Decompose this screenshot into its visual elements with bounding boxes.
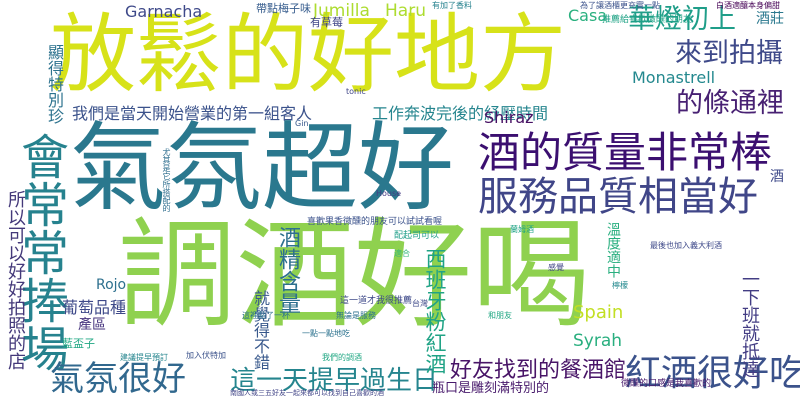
cloud-word: Gin [295,119,309,128]
cloud-word: 一點一點地吃 [302,329,350,338]
cloud-word: 好友找到的餐酒館 [450,358,627,383]
cloud-word: 酒莊 [756,11,784,27]
cloud-word: 酒 [770,169,784,185]
cloud-word: 這裡點了一杯 [242,311,290,320]
cloud-word: Spain [573,302,624,323]
cloud-word: 一下班就抵達 [739,270,760,378]
cloud-word: 調酒好喝 [118,206,591,344]
cloud-word: Monastrell [632,68,716,87]
cloud-word: Haru [385,1,426,21]
cloud-word: 無論是服務 [336,311,376,320]
cloud-word: 我們的調酒 [322,353,362,362]
cloud-word: 有加了香料 [432,1,472,10]
cloud-word: 和朋友 [488,311,512,320]
cloud-word: 我們是當天開始營業的第一組客人 [72,104,313,123]
cloud-word: 喜歡果香微醺的朋友可以試試看喔 [307,217,443,227]
cloud-word: 酒精含量 [275,226,300,314]
cloud-word: 尤其是它所搭配的 [162,148,171,212]
cloud-word: 最後也加入義大利酒 [650,241,722,250]
cloud-word: 這一天提早過生日 [230,366,439,396]
cloud-word: 南國人或三五好友一起來都可以找到自己喜歡的酒 [230,389,384,397]
cloud-word: 瓶口是雕刻滿特別的 [432,381,550,396]
cloud-word: 就覺得不錯 [251,290,270,370]
cloud-word: 氣氛超好 [70,112,454,224]
cloud-word: 華燈初上 [628,4,736,35]
cloud-word: 工作奔波完後的紓壓時間 [372,104,549,123]
cloud-word: Rojo [96,277,127,293]
cloud-word: 所以可以好好拍照的店 [5,190,26,370]
cloud-word: 台灣 [412,299,428,308]
cloud-word: 西班牙粉紅酒 [423,248,447,374]
cloud-word: 溫度適中 [605,222,621,278]
cloud-word: 來到拍攝 [675,38,783,69]
cloud-word: 會常常捧場 [12,132,68,372]
cloud-word: 配起司可以 [394,231,440,241]
cloud-word: 酒的質量非常棒 [478,128,773,177]
cloud-word: Casa [568,6,608,25]
cloud-word: 放鬆的好地方 [50,5,566,105]
cloud-word: 檸檬 [612,281,628,290]
cloud-word: 服務品質相當好 [478,174,758,220]
cloud-word: Shiraz [484,108,534,127]
cloud-word: 為了讓酒櫃更充實一點 [580,1,660,10]
cloud-word: 推薦給喜歡微醺的朋友 [602,15,693,25]
cloud-word: 這一道才我很推薦 [340,296,413,306]
cloud-word: Jumilla [313,1,370,21]
cloud-word: 紅酒很好吃 [625,353,800,394]
cloud-word: Syrah [573,331,623,351]
cloud-word: Garnacha [125,2,203,21]
cloud-word: 適合 [394,249,410,258]
cloud-word: 帶點梅子味 [256,2,311,15]
cloud-word: 藍盃子 [62,337,95,350]
cloud-word: House [376,189,402,198]
cloud-word: 建議提早預訂 [120,353,168,362]
cloud-word: 葡萄品種 [62,298,127,317]
cloud-word: 氣氛很好 [50,359,186,399]
cloud-word: 產區 [78,317,106,333]
cloud-word: 的條通裡 [676,88,784,119]
cloud-word: 加入伏特加 [186,351,226,360]
cloud-word: 顯得特別珍 [45,44,64,124]
cloud-word: 微醺的口感是我喜歡的 [621,379,712,389]
cloud-word: tonic [346,87,366,96]
cloud-word: 蘭姆酒 [510,225,534,234]
cloud-word: 白酒適釀本身偏甜 [716,1,780,10]
cloud-word: 有草莓 [310,16,343,29]
cloud-word: 感覺 [548,263,564,272]
